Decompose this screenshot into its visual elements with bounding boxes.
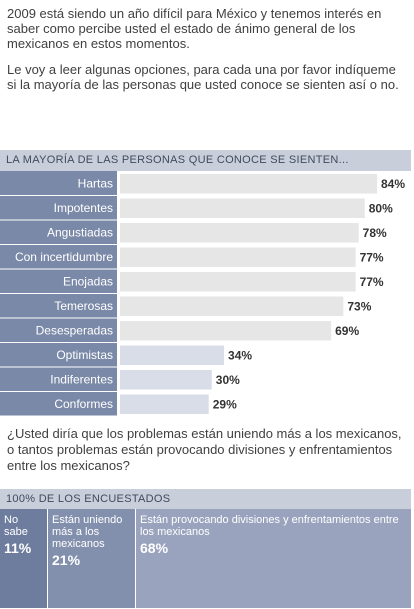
value-label-angustiadas: 78% bbox=[363, 226, 387, 240]
category-label-indiferentes: Indiferentes bbox=[50, 373, 113, 387]
category-label-impotentes: Impotentes bbox=[54, 201, 113, 215]
category-label-enojadas: Enojadas bbox=[63, 275, 113, 289]
category-label-temerosas: Temerosas bbox=[54, 299, 113, 313]
chart-1-title: LA MAYORÍA DE LAS PERSONAS QUE CONOCE SE… bbox=[0, 150, 411, 171]
segment-uniendo-label: Están uniendo más a los mexicanos bbox=[52, 514, 123, 550]
value-label-con-incertidumbre: 77% bbox=[360, 251, 384, 265]
bar-enojadas bbox=[120, 272, 356, 292]
value-label-enojadas: 77% bbox=[360, 275, 384, 289]
bar-temerosas bbox=[120, 296, 344, 316]
intro-paragraph-2: Le voy a leer algunas opciones, para cad… bbox=[7, 62, 399, 92]
value-label-desesperadas: 69% bbox=[335, 324, 359, 338]
bar-angustiadas bbox=[120, 223, 359, 243]
segment-divisiones: Están provocando divisiones y enfrentami… bbox=[136, 509, 411, 608]
bar-con-incertidumbre bbox=[120, 247, 356, 267]
segment-divisiones-label: Están provocando divisiones y enfrentami… bbox=[140, 514, 399, 538]
value-label-impotentes: 80% bbox=[369, 202, 393, 216]
bar-impotentes bbox=[120, 198, 365, 218]
mood-bar-chart-svg: Hartas 84% Impotentes 80% Angustiadas 78% Con … bbox=[0, 171, 411, 416]
segment-no-sabe: No sabe 11% bbox=[0, 509, 47, 608]
bar-hartas bbox=[120, 174, 377, 194]
division-stacked-bar: No sabe 11% Están uniendo más a los mexi… bbox=[0, 509, 411, 608]
value-label-hartas: 84% bbox=[381, 177, 405, 191]
value-label-temerosas: 73% bbox=[347, 300, 371, 314]
intro-text: 2009 está siendo un año difícil para Méx… bbox=[7, 6, 407, 103]
chart-2-title: 100% DE LOS ENCUESTADOS bbox=[0, 489, 411, 509]
value-label-optimistas: 34% bbox=[228, 349, 252, 363]
mood-bar-chart: Hartas 84% Impotentes 80% Angustiadas 78% Con … bbox=[0, 171, 411, 416]
bar-desesperadas bbox=[120, 321, 332, 341]
segment-divisiones-value: 68% bbox=[140, 540, 169, 556]
category-label-desesperadas: Desesperadas bbox=[36, 324, 113, 338]
bar-conformes bbox=[120, 394, 209, 414]
category-label-optimistas: Optimistas bbox=[56, 348, 113, 362]
value-label-indiferentes: 30% bbox=[216, 373, 240, 387]
segment-uniendo: Están uniendo más a los mexicanos 21% bbox=[48, 509, 135, 608]
category-label-hartas: Hartas bbox=[78, 177, 113, 191]
value-label-conformes: 29% bbox=[213, 398, 237, 412]
category-label-con-incertidumbre: Con incertidumbre bbox=[15, 250, 113, 264]
category-label-angustiadas: Angustiadas bbox=[47, 226, 113, 240]
bar-optimistas bbox=[120, 345, 225, 365]
bar-indiferentes bbox=[120, 370, 212, 390]
intro-paragraph-1: 2009 está siendo un año difícil para Méx… bbox=[7, 6, 382, 51]
segment-no-sabe-value: 11% bbox=[4, 540, 32, 556]
segment-uniendo-value: 21% bbox=[52, 552, 81, 568]
segment-no-sabe-label: No sabe bbox=[4, 514, 28, 538]
category-label-conformes: Conformes bbox=[54, 397, 113, 411]
question-2-text: ¿Usted diría que los problemas están uni… bbox=[7, 426, 402, 473]
